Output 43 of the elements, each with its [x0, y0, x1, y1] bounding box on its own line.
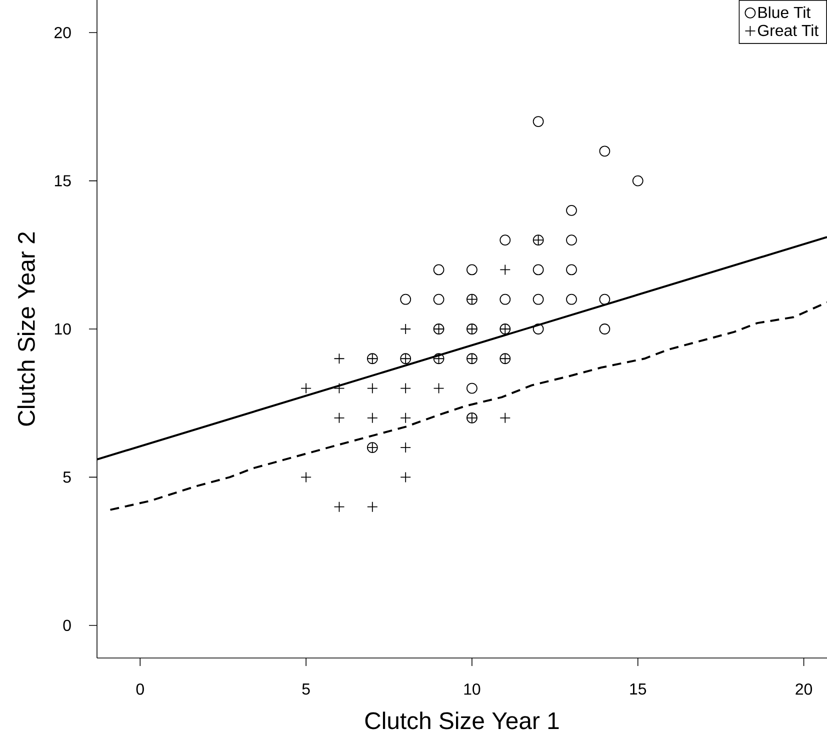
point — [400, 294, 412, 305]
point — [500, 234, 511, 246]
x-tick-label: 20 — [796, 684, 812, 695]
point — [334, 382, 345, 394]
point — [566, 234, 577, 246]
point — [532, 294, 544, 305]
point — [500, 264, 511, 276]
x-axis-title: Clutch Size Year 1 — [365, 712, 559, 730]
legend-label: Blue Tit — [758, 6, 811, 18]
legend-label: Great Tit — [758, 24, 818, 36]
y-tick-label: 15 — [54, 175, 71, 186]
point — [532, 116, 544, 127]
point — [532, 324, 544, 334]
point — [334, 501, 345, 512]
y-axis-title: Clutch Size Year 2 — [17, 232, 35, 426]
x-tick-label: 5 — [302, 684, 310, 695]
point — [466, 264, 478, 276]
point — [532, 264, 544, 276]
point — [466, 382, 478, 394]
x-tick-label: 10 — [464, 684, 480, 695]
point — [599, 294, 610, 305]
y-tick-label: 10 — [54, 323, 71, 335]
point — [400, 472, 412, 483]
point — [400, 382, 412, 394]
point — [599, 146, 610, 157]
point — [334, 353, 345, 364]
point — [566, 204, 577, 216]
point — [366, 382, 378, 394]
y-tick-label: 0 — [63, 620, 71, 632]
y-tick-label: 5 — [63, 472, 71, 483]
point — [632, 175, 644, 186]
point — [500, 294, 511, 305]
point — [566, 294, 577, 305]
x-tick-label: 15 — [630, 684, 646, 695]
y-tick-label: 20 — [54, 26, 71, 38]
point — [599, 324, 610, 334]
point — [366, 501, 378, 512]
line-series — [109, 301, 827, 511]
point — [433, 294, 444, 305]
x-tick-label: 0 — [136, 684, 144, 695]
point — [433, 382, 444, 394]
point — [433, 264, 444, 276]
point — [566, 264, 577, 276]
